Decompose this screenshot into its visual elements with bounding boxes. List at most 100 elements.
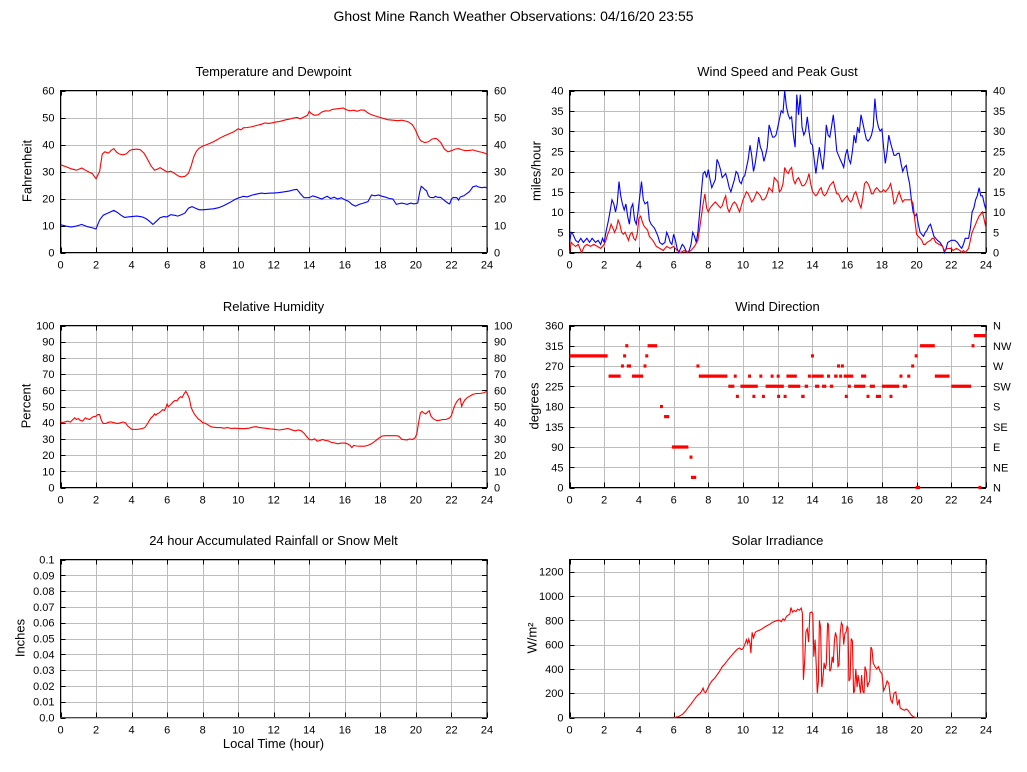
svg-text:225: 225 [545, 381, 563, 393]
svg-text:10: 10 [551, 207, 563, 219]
svg-text:16: 16 [339, 725, 351, 737]
svg-text:0: 0 [57, 260, 63, 272]
svg-text:12: 12 [772, 725, 784, 737]
svg-text:40: 40 [494, 140, 506, 152]
direction-segments [569, 334, 986, 490]
svg-text:2: 2 [601, 495, 607, 507]
ylabel-percent: Percent [18, 383, 34, 429]
svg-text:10: 10 [42, 221, 54, 233]
svg-text:600: 600 [545, 640, 563, 652]
svg-text:6: 6 [671, 725, 677, 737]
svg-text:15: 15 [993, 187, 1005, 199]
svg-text:SE: SE [993, 422, 1008, 434]
svg-text:16: 16 [841, 260, 853, 272]
svg-text:0: 0 [57, 495, 63, 507]
plot-border [60, 325, 488, 489]
svg-text:50: 50 [494, 113, 506, 125]
svg-text:20: 20 [494, 194, 506, 206]
svg-text:2: 2 [93, 495, 99, 507]
svg-text:SW: SW [993, 381, 1011, 393]
grid [60, 325, 488, 489]
svg-text:24: 24 [481, 495, 493, 507]
svg-text:0.03: 0.03 [33, 665, 54, 677]
svg-text:70: 70 [494, 369, 506, 381]
svg-text:0: 0 [557, 248, 563, 260]
svg-text:18: 18 [374, 260, 386, 272]
svg-text:10: 10 [42, 466, 54, 478]
svg-text:20: 20 [42, 450, 54, 462]
svg-text:0.07: 0.07 [33, 602, 54, 614]
svg-text:6: 6 [164, 260, 170, 272]
chart-title-wind-speed: Wind Speed and Peak Gust [697, 64, 858, 79]
svg-text:2: 2 [601, 725, 607, 737]
svg-text:12: 12 [268, 495, 280, 507]
svg-text:18: 18 [876, 260, 888, 272]
svg-text:50: 50 [42, 402, 54, 414]
svg-text:12: 12 [268, 260, 280, 272]
grid [569, 325, 987, 489]
svg-text:24: 24 [481, 725, 493, 737]
svg-text:200: 200 [545, 688, 563, 700]
svg-text:14: 14 [303, 495, 315, 507]
svg-text:0.08: 0.08 [33, 586, 54, 598]
plot-border [60, 90, 488, 254]
svg-text:45: 45 [551, 462, 563, 474]
grid [569, 559, 987, 719]
svg-text:22: 22 [945, 495, 957, 507]
svg-text:N: N [993, 483, 1001, 495]
svg-text:22: 22 [445, 260, 457, 272]
svg-text:30: 30 [993, 126, 1005, 138]
svg-text:20: 20 [410, 495, 422, 507]
ylabel-fahrenheit: Fahrenheit [19, 139, 35, 203]
svg-text:30: 30 [494, 167, 506, 179]
svg-text:10: 10 [993, 207, 1005, 219]
svg-text:0: 0 [566, 725, 572, 737]
svg-text:60: 60 [42, 385, 54, 397]
chart-rainfall: 0.0 0.01 0.02 0.03 0.04 0.05 0.06 0.07 0.08 0.09 0… [33, 555, 493, 737]
svg-text:0: 0 [494, 483, 500, 495]
ylabel-watts: W/m² [524, 622, 540, 654]
svg-text:10: 10 [737, 495, 749, 507]
svg-text:2: 2 [93, 260, 99, 272]
svg-text:30: 30 [551, 126, 563, 138]
svg-text:180: 180 [545, 402, 563, 414]
svg-text:2: 2 [601, 260, 607, 272]
svg-text:270: 270 [545, 361, 563, 373]
svg-text:4: 4 [636, 495, 642, 507]
svg-text:10: 10 [232, 260, 244, 272]
svg-text:135: 135 [545, 422, 563, 434]
svg-text:315: 315 [545, 341, 563, 353]
svg-text:90: 90 [494, 337, 506, 349]
svg-text:0: 0 [494, 248, 500, 260]
svg-text:0.09: 0.09 [33, 570, 54, 582]
svg-text:8: 8 [705, 725, 711, 737]
svg-text:90: 90 [551, 442, 563, 454]
chart-title-humidity: Relative Humidity [222, 299, 325, 314]
ylabel-inches: Inches [12, 618, 28, 658]
svg-text:14: 14 [806, 495, 818, 507]
svg-text:4: 4 [636, 260, 642, 272]
svg-text:400: 400 [545, 664, 563, 676]
svg-text:10: 10 [232, 495, 244, 507]
svg-text:40: 40 [42, 140, 54, 152]
svg-text:0: 0 [566, 260, 572, 272]
svg-text:100: 100 [36, 321, 54, 333]
svg-text:20: 20 [993, 167, 1005, 179]
svg-text:30: 30 [42, 167, 54, 179]
series-solar-irradiance [569, 606, 986, 719]
plot-border [569, 325, 987, 489]
svg-text:W: W [993, 361, 1004, 373]
svg-text:4: 4 [129, 260, 135, 272]
svg-text:60: 60 [494, 86, 506, 98]
grid [569, 90, 987, 254]
svg-text:0: 0 [557, 483, 563, 495]
series-wind-speed [569, 166, 987, 254]
svg-text:16: 16 [841, 495, 853, 507]
